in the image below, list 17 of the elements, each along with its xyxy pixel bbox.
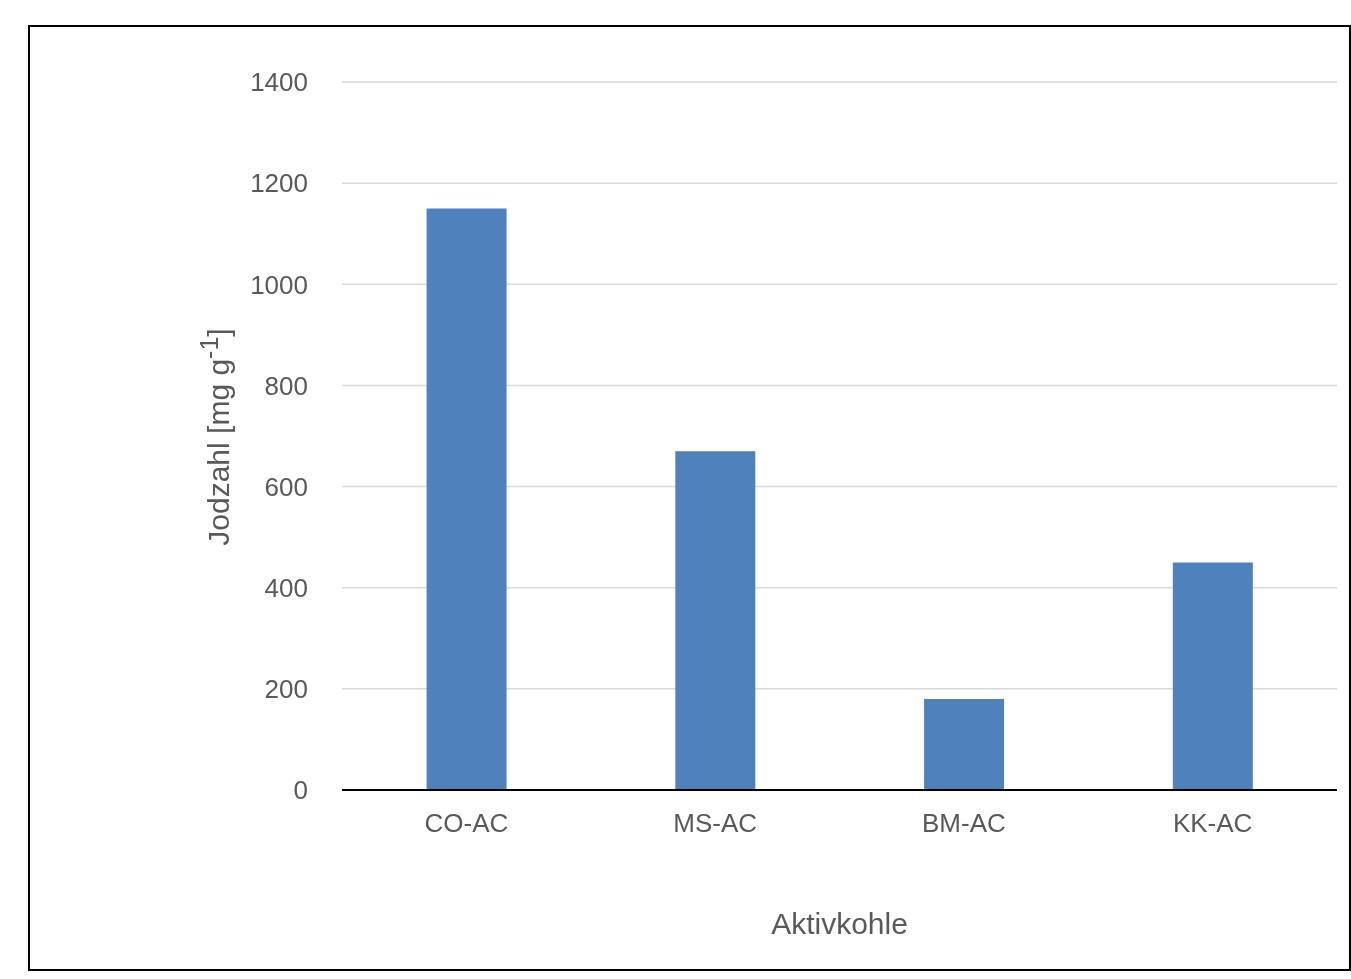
- bar: [1172, 562, 1253, 790]
- y-tick-label: 800: [264, 370, 308, 401]
- y-tick-label: 1000: [250, 269, 308, 300]
- bar: [924, 698, 1005, 790]
- y-tick-label: 600: [264, 471, 308, 502]
- y-tick-label: 400: [264, 572, 308, 603]
- y-tick-label: 1400: [250, 67, 308, 98]
- y-tick-label: 0: [293, 775, 308, 806]
- x-tick-label: MS-AC: [673, 808, 758, 839]
- x-tick-label: BM-AC: [921, 808, 1006, 839]
- x-tick-label: KK-AC: [1172, 808, 1253, 839]
- x-axis-title: Aktivkohle: [770, 907, 909, 941]
- bar: [426, 208, 507, 790]
- x-tick-label: CO-AC: [424, 808, 509, 839]
- y-tick-label: 1200: [250, 168, 308, 199]
- y-tick-label: 200: [264, 674, 308, 705]
- bar: [675, 451, 756, 790]
